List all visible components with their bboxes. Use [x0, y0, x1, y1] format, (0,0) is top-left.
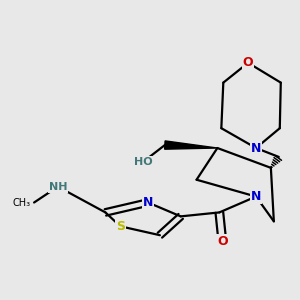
Text: O: O — [217, 235, 228, 248]
Text: NH: NH — [49, 182, 67, 192]
Text: N: N — [143, 196, 153, 209]
Text: CH₃: CH₃ — [13, 197, 31, 208]
Polygon shape — [165, 141, 218, 149]
Text: O: O — [243, 56, 254, 69]
Text: S: S — [116, 220, 125, 233]
Text: HO: HO — [134, 157, 152, 167]
Text: N: N — [251, 142, 261, 154]
Text: N: N — [251, 190, 261, 203]
